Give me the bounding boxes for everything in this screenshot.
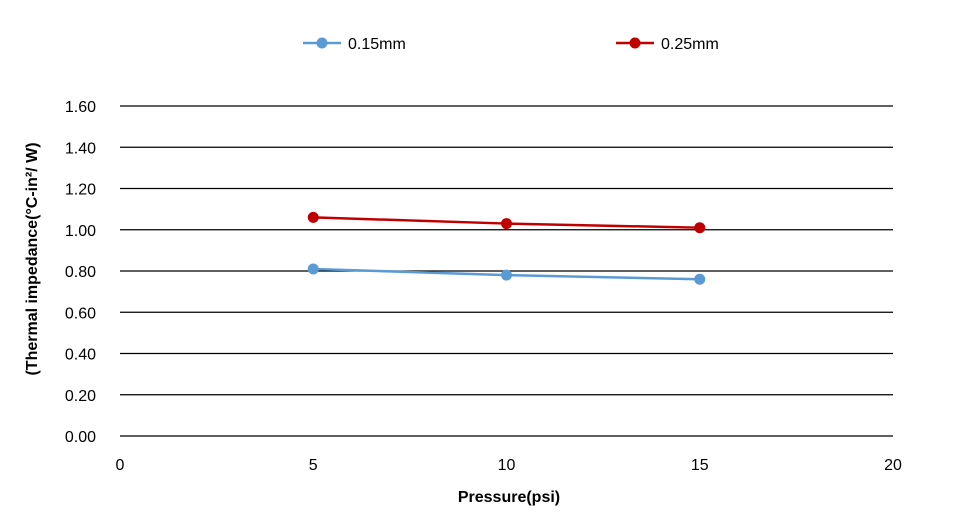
legend-label: 0.25mm xyxy=(661,36,719,53)
y-tick-label: 1.60 xyxy=(65,99,96,116)
y-tick-label: 0.00 xyxy=(65,429,96,446)
y-tick-label: 1.20 xyxy=(65,182,96,199)
y-axis-ticks: 0.00 0.20 0.40 0.60 0.80 1.00 1.20 1.40 1.60 xyxy=(65,99,96,446)
data-point xyxy=(694,273,706,285)
y-tick-label: 0.40 xyxy=(65,347,96,364)
x-tick-label: 0 xyxy=(116,457,125,474)
data-point xyxy=(501,269,512,281)
y-tick-label: 0.80 xyxy=(65,264,96,281)
y-tick-label: 0.20 xyxy=(65,388,96,405)
series-group xyxy=(307,211,706,285)
y-tick-label: 1.00 xyxy=(65,223,96,240)
x-tick-label: 15 xyxy=(691,457,709,474)
data-point xyxy=(307,263,319,275)
y-axis-title: (Thermal impedance(°C-in²/ W) xyxy=(24,142,41,375)
x-tick-label: 5 xyxy=(309,457,318,474)
y-tick-label: 1.40 xyxy=(65,140,96,157)
x-tick-label: 10 xyxy=(498,457,516,474)
data-point xyxy=(501,218,512,230)
legend-marker xyxy=(316,37,328,49)
legend-label: 0.15mm xyxy=(348,36,406,53)
data-point xyxy=(694,222,706,234)
x-tick-label: 20 xyxy=(884,457,902,474)
x-axis-ticks: 0 5 10 15 20 xyxy=(116,457,902,474)
legend-marker xyxy=(629,37,641,49)
data-point xyxy=(307,211,319,223)
legend: 0.15mm 0.25mm xyxy=(303,36,719,53)
x-axis-title: Pressure(psi) xyxy=(458,489,560,506)
y-tick-label: 0.60 xyxy=(65,305,96,322)
